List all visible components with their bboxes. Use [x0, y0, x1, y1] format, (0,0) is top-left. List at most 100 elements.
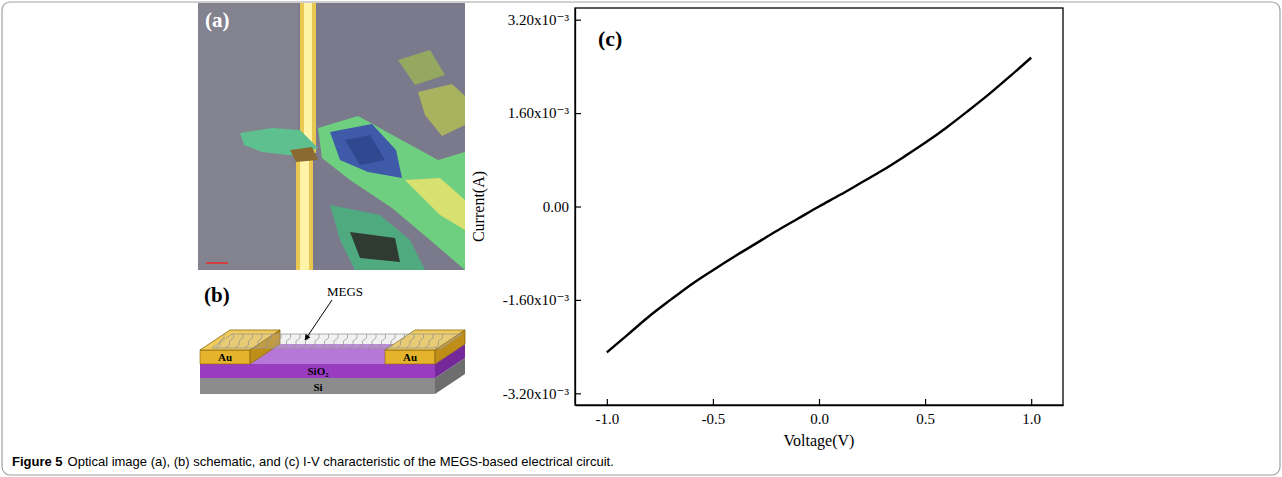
electrode: [296, 150, 313, 270]
oxide: [200, 364, 435, 378]
graphene-lattice: [368, 334, 376, 348]
graphene-lattice: [397, 334, 405, 348]
annotation: Au: [218, 351, 232, 363]
x-tick: -0.5: [702, 399, 726, 427]
graphene-lattice: [359, 334, 367, 348]
graphene-lattice: [340, 334, 348, 348]
x-tick-mark: [713, 399, 714, 405]
graphene-lattice: [349, 334, 357, 348]
y-tick: 3.20x10⁻³: [508, 12, 581, 28]
graphene-sheet: [212, 334, 462, 348]
electrode: [304, 3, 312, 153]
y-tick-label: -3.20x10⁻³: [503, 386, 570, 402]
x-tick-label: 0.0: [810, 411, 829, 427]
graphene-lattice: [321, 334, 329, 348]
graphene-lattice: [292, 334, 300, 348]
x-tick-label: -1.0: [595, 411, 619, 427]
graphene-lattice: [387, 334, 395, 348]
flake: [398, 50, 445, 85]
image-background: [198, 3, 465, 270]
caption-label: Figure 5: [12, 454, 63, 469]
x-tick-mark: [819, 399, 820, 405]
y-tick: 0.00: [543, 199, 581, 215]
flake: [290, 147, 318, 162]
figure-border: [2, 2, 1280, 475]
y-axis: -3.20x10⁻³ -1.60x10⁻³ 0.00 1.60x10⁻³ 3.20x10…: [503, 9, 581, 406]
flake: [330, 124, 402, 178]
schematic: Au Au SiO₂ Si MEGS (b): [200, 283, 465, 394]
flake: [350, 232, 400, 262]
plot-frame: [575, 8, 1063, 405]
y-tick: -3.20x10⁻³: [503, 386, 581, 402]
graphene-lattice: [235, 334, 243, 348]
y-tick-mark: [575, 113, 581, 114]
graphene-lattice: [406, 334, 414, 348]
electrode: [300, 3, 316, 153]
plot-area: [607, 58, 1031, 353]
graphene-lattice: [311, 334, 319, 348]
x-axis: -1.0 -0.5 0.0 0.5 1.0: [576, 399, 1064, 427]
graphene-lattice: [245, 334, 253, 348]
y-tick-label: 0.00: [543, 199, 569, 215]
y-tick-mark: [575, 206, 581, 207]
flake: [345, 135, 385, 165]
annotation: SiO₂: [307, 365, 329, 377]
y-tick-label: 3.20x10⁻³: [508, 12, 570, 28]
flake: [418, 84, 465, 136]
annotation: Si: [313, 381, 322, 393]
x-tick: 1.0: [1022, 399, 1041, 427]
annotation: MEGS: [327, 284, 363, 299]
x-tick-label: -0.5: [702, 411, 726, 427]
y-tick-label: -1.60x10⁻³: [503, 292, 570, 308]
graphene-lattice: [425, 334, 433, 348]
flake: [330, 205, 425, 270]
graphene-lattice: [330, 334, 338, 348]
graphene-sheet: [212, 334, 462, 348]
x-tick-mark: [1031, 399, 1032, 405]
x-axis-line: [576, 405, 1064, 406]
graphene-lattice: [283, 334, 291, 348]
graphene-lattice: [226, 334, 234, 348]
arrow: [305, 300, 332, 340]
x-tick-mark: [607, 399, 608, 405]
y-tick-mark: [575, 20, 581, 21]
y-tick-label: 1.60x10⁻³: [508, 105, 570, 121]
x-tick: -1.0: [595, 399, 619, 427]
caption-text: Optical image (a), (b) schematic, and (c…: [68, 454, 614, 469]
iv-curve: [607, 58, 1031, 353]
flake: [318, 116, 465, 270]
x-tick-label: 1.0: [1022, 411, 1041, 427]
electrode: [200, 350, 250, 364]
y-axis-title: Current(A): [470, 171, 488, 242]
figure: (a) Au Au SiO₂ Si MEGS (b) -1.0 -0.5 0.0 0.5 1.0 -3.…: [0, 0, 1282, 477]
graphene-lattice: [435, 334, 443, 348]
y-tick: -1.60x10⁻³: [503, 292, 581, 308]
panel-label: (b): [204, 283, 230, 307]
electrode: [300, 150, 309, 270]
optical-image: (a): [198, 3, 465, 270]
x-tick: 0.5: [916, 399, 935, 427]
graphene-lattice: [302, 334, 310, 348]
panel-label: (a): [205, 8, 230, 32]
annotation: Au: [403, 351, 417, 363]
scale-bar: [206, 262, 228, 264]
graphene-lattice: [378, 334, 386, 348]
substrate: [200, 378, 435, 394]
x-tick-label: 0.5: [916, 411, 935, 427]
flake: [405, 178, 465, 230]
x-tick: 0.0: [810, 399, 829, 427]
x-tick-mark: [925, 399, 926, 405]
caption: Figure 5 Optical image (a), (b) schematic…: [12, 454, 614, 469]
graphene-lattice: [254, 334, 262, 348]
graphene-lattice: [264, 334, 272, 348]
y-tick: 1.60x10⁻³: [508, 105, 581, 121]
graphene-lattice: [416, 334, 424, 348]
panel-label: (c): [598, 26, 622, 51]
electrode: [385, 350, 435, 364]
graphene-lattice: [216, 334, 224, 348]
y-tick-mark: [575, 300, 581, 301]
chart: -1.0 -0.5 0.0 0.5 1.0 -3.20x10⁻³ -1.60x10⁻³ 0.0…: [470, 8, 1064, 450]
y-tick-mark: [575, 393, 581, 394]
graphene-lattice: [273, 334, 281, 348]
x-axis-title: Voltage(V): [784, 432, 855, 450]
